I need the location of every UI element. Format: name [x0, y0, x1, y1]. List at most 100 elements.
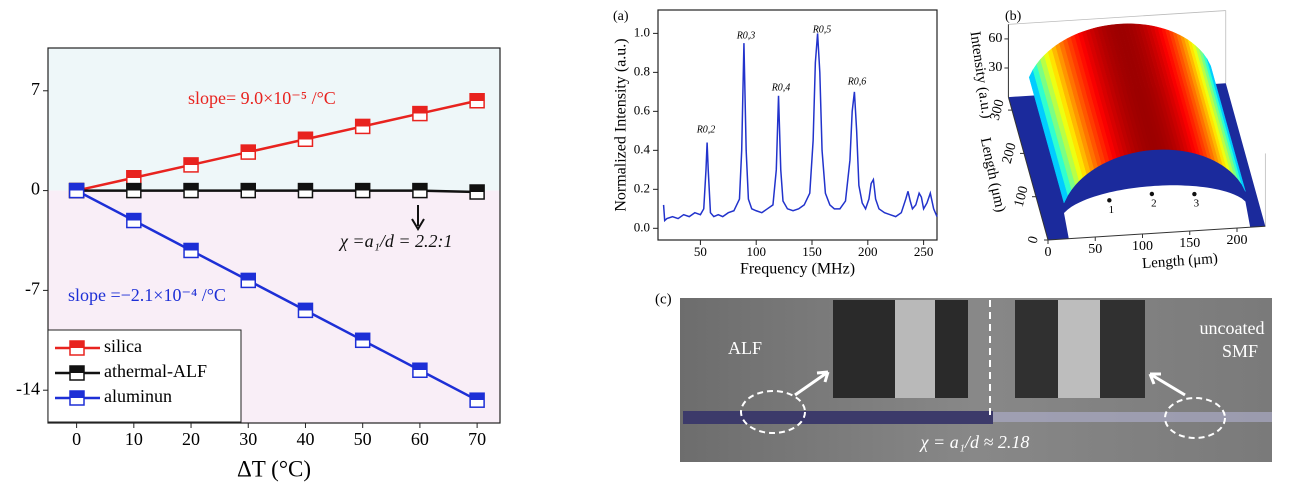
x-tick-label: 70: [468, 429, 486, 449]
y-tick-label: 0.6: [634, 102, 651, 117]
marker: [240, 272, 257, 289]
photo-text: ALF: [728, 338, 762, 358]
x-tick-label: 20: [182, 429, 200, 449]
position-dot: [1149, 191, 1155, 197]
x-tick-label: 50: [354, 429, 372, 449]
y-tick-label: 0: [1026, 235, 1042, 246]
x-axis-label: Length (μm): [1142, 251, 1219, 272]
highlight: [1164, 397, 1226, 439]
photo-text: χ = a₁/d ≈ 2.18: [919, 432, 1030, 452]
arrow: [1148, 372, 1186, 397]
y-tick-label: -14: [16, 378, 40, 398]
marker: [354, 182, 371, 199]
position-label: 3: [1194, 198, 1200, 210]
series-line: [662, 33, 938, 223]
legend-label: aluminun: [104, 386, 172, 406]
peak-label: R0,4: [771, 82, 791, 93]
marker: [126, 212, 142, 229]
series-line: [76, 99, 478, 192]
annotation: χ =a₁/d = 2.2:1: [338, 231, 452, 251]
plot-frame: [657, 9, 938, 241]
marker: [469, 93, 485, 109]
plot-bg: [48, 48, 500, 191]
surface-strip: [1206, 58, 1246, 192]
peak-label: R0,3: [736, 30, 756, 41]
marker: [297, 182, 314, 199]
arrow: [411, 205, 425, 231]
marker: [469, 184, 485, 200]
x-tick-label: 250: [914, 244, 934, 259]
marker: [297, 131, 314, 148]
x-tick-label: 50: [1088, 242, 1102, 257]
position-label: 1: [1109, 204, 1115, 216]
y-tick-label: 0.8: [634, 63, 650, 78]
y-tick-label: 0.4: [634, 141, 651, 156]
z-tick-label: 30: [988, 60, 1002, 75]
y-tick-label: -7: [25, 279, 40, 299]
panel-label: (b): [1005, 9, 1022, 24]
x-tick-label: 200: [858, 244, 878, 259]
x-axis-label: Frequency (MHz): [740, 261, 855, 278]
y-tick-label: 300: [988, 98, 1008, 122]
annotation: slope= 9.0×10⁻⁵ /°C: [188, 88, 336, 108]
peak-label: R0,6: [847, 76, 867, 87]
y-tick-label: 0.0: [634, 219, 650, 234]
smf-fiber: [993, 412, 1272, 422]
y-tick-label: 7: [31, 79, 40, 99]
fiber-image: [895, 300, 935, 398]
z-tick-label: 60: [988, 31, 1002, 46]
marker: [412, 105, 428, 122]
x-tick-label: 200: [1227, 233, 1248, 248]
marker: [183, 242, 199, 259]
y-tick-label: 0.2: [634, 180, 650, 195]
axis-line: [1047, 225, 1266, 241]
marker: [68, 182, 85, 199]
legend-marker: [69, 390, 85, 406]
y-tick-label: 1.0: [634, 24, 650, 39]
y-tick-label: 200: [1000, 141, 1020, 165]
marker: [183, 157, 199, 173]
x-tick-label: 150: [1179, 236, 1200, 251]
legend-label: athermal-ALF: [104, 361, 207, 381]
panel-label: (a): [613, 9, 629, 24]
legend-label: silica: [104, 336, 142, 356]
photo-text: uncoated: [1200, 318, 1265, 338]
annotation: slope =−2.1×10⁻⁴ /°C: [68, 285, 226, 305]
marker: [412, 182, 428, 199]
axis-line: [1007, 96, 1049, 241]
marker: [240, 182, 257, 199]
x-tick-label: 100: [1132, 239, 1153, 254]
legend-marker: [69, 365, 85, 381]
series-line: [76, 189, 478, 194]
peak-label: R0,5: [812, 24, 832, 35]
x-tick-label: 10: [125, 429, 143, 449]
y-axis-label: Normalized Intensity (a.u.): [613, 38, 630, 211]
x-tick-label: 150: [802, 244, 822, 259]
alf-fiber: [683, 411, 993, 424]
legend-marker: [69, 340, 85, 356]
x-tick-label: 100: [746, 244, 766, 259]
x-tick-label: 0: [72, 429, 81, 449]
marker: [469, 392, 485, 408]
marker: [126, 182, 142, 199]
series-line: [76, 189, 478, 402]
marker: [240, 144, 257, 160]
photo-bg: [680, 298, 1272, 462]
marker: [412, 362, 428, 378]
x-tick-label: 0: [1045, 245, 1052, 260]
x-tick-label: 50: [694, 244, 707, 259]
x-tick-label: 30: [239, 429, 257, 449]
highlight: [740, 390, 806, 434]
position-dot: [1192, 191, 1197, 197]
arrow: [794, 370, 830, 397]
marker: [183, 182, 199, 199]
photo-text: SMF: [1222, 341, 1258, 361]
photo-panel: (c) ALF uncoated SMF χ = a₁/d ≈ 2.18: [655, 291, 1272, 462]
marker: [354, 118, 371, 135]
y-tick-label: 100: [1012, 185, 1032, 209]
x-tick-label: 40: [296, 429, 314, 449]
fiber-image: [1058, 300, 1100, 398]
y-tick-label: 0: [31, 179, 40, 199]
marker: [126, 170, 142, 186]
